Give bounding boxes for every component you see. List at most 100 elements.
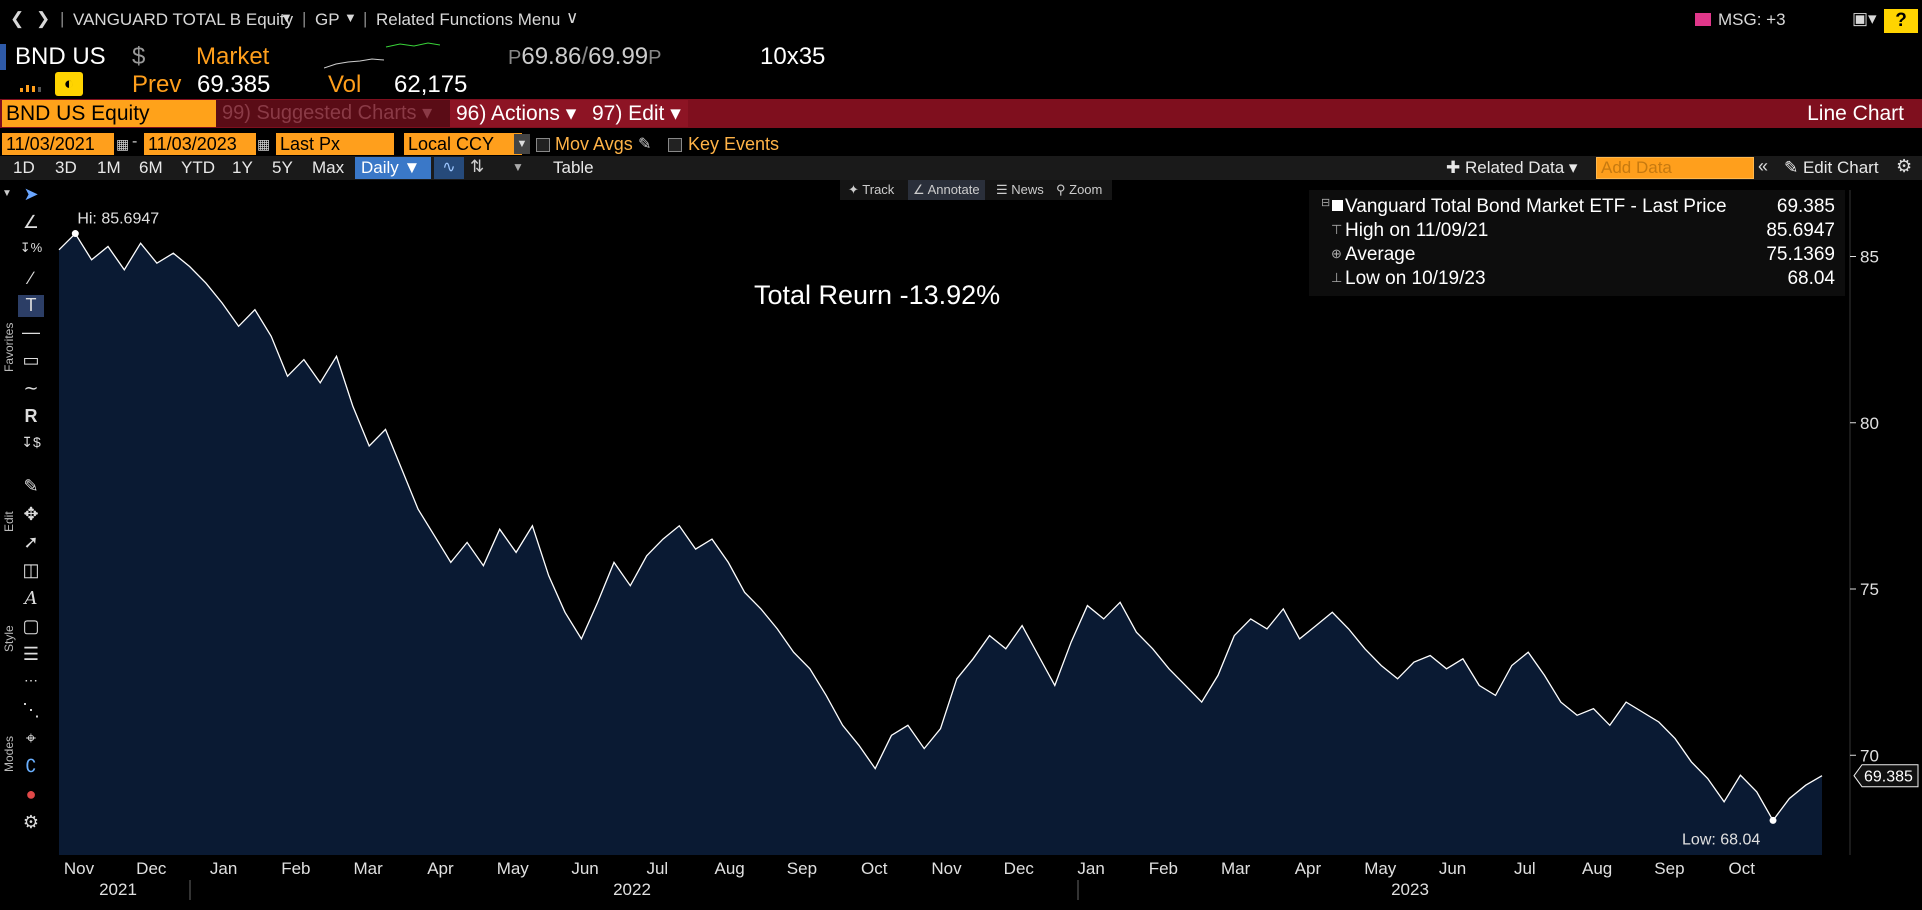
tab-style[interactable]: Style: [2, 625, 16, 652]
window-options-icon[interactable]: ▣▾: [1852, 9, 1877, 28]
collapse-chevrons-icon[interactable]: «: [1758, 156, 1769, 176]
tab-modes[interactable]: Modes: [2, 735, 16, 772]
price-field-select[interactable]: Last Px: [276, 133, 394, 155]
mov-avgs-label: Mov Avgs: [555, 134, 633, 154]
text-tool-icon[interactable]: T: [18, 295, 44, 317]
legend-row-average: Average 75.1369: [1345, 244, 1835, 268]
add-data-input[interactable]: Add Data: [1596, 157, 1754, 179]
x-year-label: 2022: [613, 880, 651, 899]
total-return-annotation[interactable]: Total Reurn -13.92%: [754, 280, 1001, 310]
period-label: Daily: [361, 158, 399, 177]
range-1y[interactable]: 1Y: [232, 158, 253, 177]
key-events-checkbox[interactable]: [668, 138, 682, 152]
envelope-icon[interactable]: [1695, 13, 1711, 26]
ask-suffix: P: [648, 47, 662, 69]
zoom-button[interactable]: ⚲ Zoom: [1056, 182, 1103, 197]
edit-menu[interactable]: 97) Edit ▾: [586, 100, 688, 127]
move-icon[interactable]: ✥: [23, 504, 39, 524]
x-month-label: Jan: [1077, 859, 1104, 878]
snap-grid-icon[interactable]: ⋱: [22, 700, 40, 720]
select-arrow-icon[interactable]: ➚: [23, 532, 39, 552]
percent-change-tool-icon[interactable]: ↧%: [19, 240, 43, 255]
range-3d[interactable]: 3D: [55, 158, 77, 177]
high-point-label: Hi: 85.6947: [77, 211, 159, 228]
fill-color-icon[interactable]: ▢: [22, 616, 40, 636]
forward-arrow-icon[interactable]: ❯: [36, 9, 51, 28]
sparkline-intraday-line: [324, 58, 385, 69]
start-date-field[interactable]: 11/03/2021: [2, 133, 114, 155]
back-arrow-icon[interactable]: ❮: [10, 9, 25, 28]
magnet-icon[interactable]: ∁: [25, 756, 37, 776]
color-palette-icon[interactable]: ●: [25, 784, 37, 804]
select-pointer-icon[interactable]: ➤: [23, 184, 39, 204]
help-button[interactable]: ?: [1884, 9, 1918, 33]
security-menu[interactable]: VANGUARD TOTAL B Equity: [73, 10, 294, 29]
bar-chart-icon[interactable]: ⇅: [470, 157, 485, 176]
pencil-icon[interactable]: ✎: [638, 136, 652, 153]
font-style-icon[interactable]: A: [24, 588, 38, 609]
line-style-icon[interactable]: ⋯: [24, 672, 38, 688]
price-change-tool-icon[interactable]: ↧$: [21, 434, 41, 450]
actions-menu[interactable]: 96) Actions ▾: [450, 100, 586, 127]
x-month-label: Dec: [1004, 859, 1035, 878]
related-data-menu[interactable]: ✚ Related Data ▾: [1446, 158, 1578, 177]
double-chevron-icon[interactable]: ∨: [566, 8, 579, 27]
calendar-icon[interactable]: ▦: [116, 136, 130, 152]
range-max[interactable]: Max: [312, 158, 345, 177]
period-select[interactable]: Daily ▼: [355, 157, 431, 179]
horizontal-line-icon[interactable]: —: [22, 322, 40, 342]
regression-tool-icon[interactable]: R: [24, 406, 38, 426]
chevron-down-icon[interactable]: ▼: [514, 134, 530, 154]
edit-chart-button[interactable]: ✎ Edit Chart: [1784, 158, 1879, 177]
currency-select[interactable]: Local CCY: [404, 133, 522, 155]
x-month-label: Nov: [931, 859, 962, 878]
y-tick-label: 80: [1860, 414, 1879, 433]
legend-row-high: High on 11/09/21 85.6947: [1345, 220, 1835, 244]
price-line: [58, 232, 1823, 822]
trendline-tool-icon[interactable]: ∠: [22, 212, 40, 232]
x-month-label: Dec: [136, 859, 167, 878]
channel-tool-icon[interactable]: ▭: [22, 350, 40, 370]
track-label: Track: [862, 182, 895, 197]
chevron-down-icon[interactable]: ▼: [344, 10, 357, 25]
line-chart-icon[interactable]: ∿: [434, 157, 464, 179]
price-area-fill: [59, 233, 1822, 856]
message-count[interactable]: MSG: +3: [1718, 10, 1786, 29]
tab-favorites[interactable]: Favorites: [2, 322, 16, 372]
suggested-charts-menu[interactable]: 99) Suggested Charts ▾: [216, 100, 450, 127]
chevron-down-icon[interactable]: ▼: [512, 160, 524, 174]
range-ytd[interactable]: YTD: [181, 158, 215, 177]
range-6m[interactable]: 6M: [139, 158, 163, 177]
range-1d[interactable]: 1D: [13, 158, 35, 177]
trash-icon[interactable]: ◫: [22, 560, 40, 580]
end-date-field[interactable]: 11/03/2023: [144, 133, 256, 155]
chart-legend[interactable]: ⊟ Vanguard Total Bond Market ETF - Last …: [1309, 190, 1845, 296]
annotate-button[interactable]: ∠ Annotate: [908, 180, 985, 200]
x-month-label: Jun: [571, 859, 598, 878]
function-menu[interactable]: GP: [315, 10, 340, 29]
legend-row-series: Vanguard Total Bond Market ETF - Last Pr…: [1345, 196, 1835, 220]
security-input[interactable]: BND US Equity: [2, 100, 216, 127]
range-1m[interactable]: 1M: [97, 158, 121, 177]
collapse-legend-icon[interactable]: ⊟: [1321, 197, 1331, 209]
gear-icon[interactable]: ⚙: [22, 812, 40, 832]
table-button[interactable]: Table: [553, 158, 594, 177]
line-tool-icon[interactable]: ∕: [29, 268, 33, 288]
track-button[interactable]: ✦ Track: [848, 182, 895, 197]
bid-ask: P69.86/69.99P: [508, 43, 662, 70]
brush-tool-icon[interactable]: ∼: [23, 378, 39, 398]
chevron-down-icon[interactable]: ▼: [280, 10, 293, 25]
news-button[interactable]: ☰ News: [996, 182, 1044, 197]
calendar-icon[interactable]: ▦: [257, 136, 271, 152]
gauge-icon[interactable]: ◐: [55, 72, 83, 96]
tab-edit[interactable]: Edit: [2, 511, 16, 532]
crosshair-mode-icon[interactable]: ⌖: [25, 728, 37, 748]
range-5y[interactable]: 5Y: [272, 158, 293, 177]
prev-label: Prev: [132, 71, 182, 98]
collapse-palette-icon[interactable]: ▼: [2, 188, 12, 199]
gear-icon[interactable]: ⚙: [1896, 156, 1913, 176]
line-weight-icon[interactable]: ☰: [22, 644, 40, 664]
pencil-icon[interactable]: ✎: [23, 476, 39, 496]
mov-avgs-checkbox[interactable]: [536, 138, 550, 152]
related-functions-menu[interactable]: Related Functions Menu: [376, 10, 561, 29]
